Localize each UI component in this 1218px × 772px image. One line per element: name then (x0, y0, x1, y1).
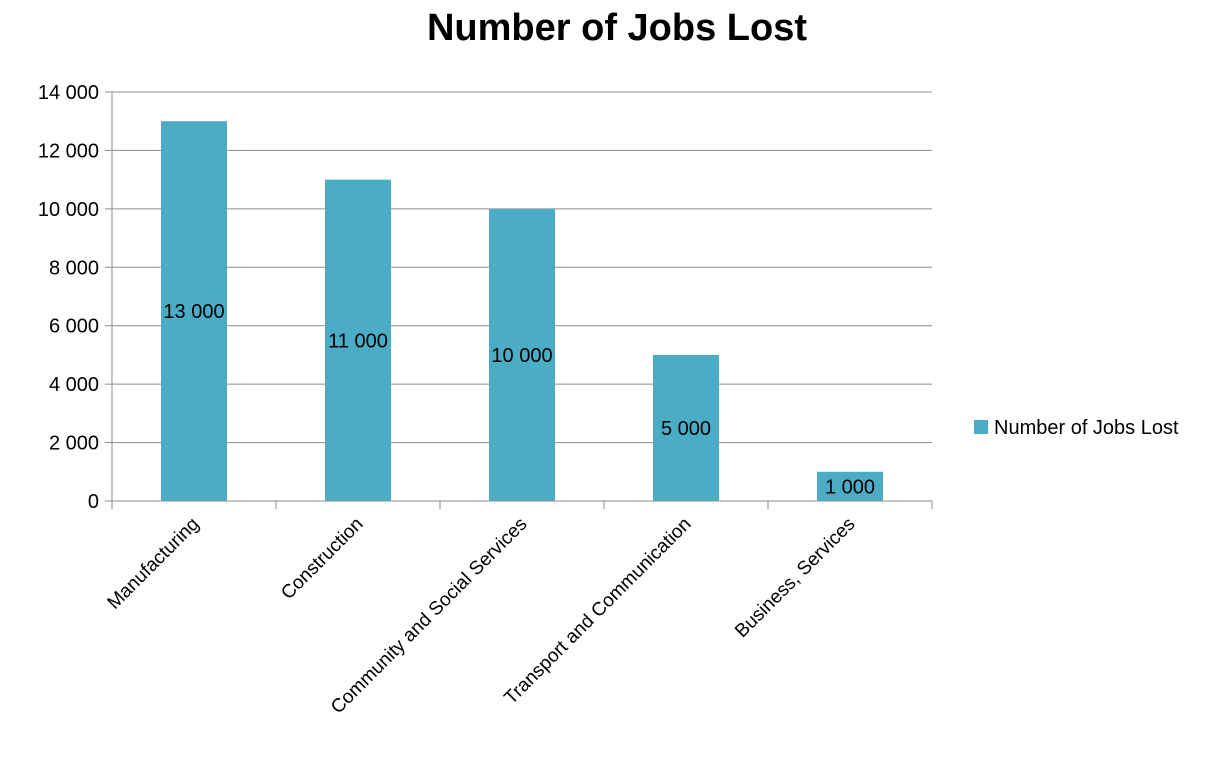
y-tick-label: 2 000 (49, 433, 99, 455)
y-tick-label: 4 000 (49, 374, 99, 396)
x-tick-label: Business, Services (731, 514, 859, 642)
y-tick-label: 14 000 (38, 82, 99, 104)
bar (489, 208, 555, 501)
y-tick-label: 8 000 (49, 257, 99, 279)
y-tick-label: 6 000 (49, 316, 99, 338)
data-labels: 13 000 11 000 10 000 5 000 1 000 (163, 301, 875, 498)
x-tick-label: Construction (277, 514, 367, 604)
data-label: 1 000 (825, 476, 875, 498)
y-tick-label: 10 000 (38, 199, 99, 221)
bar (653, 354, 719, 501)
x-tick-label: Transport and Communication (500, 514, 695, 709)
bars (161, 121, 883, 501)
data-label: 5 000 (661, 418, 711, 440)
bar (325, 179, 391, 501)
bar (161, 121, 227, 501)
data-label: 11 000 (328, 330, 388, 352)
y-tick-label: 12 000 (38, 140, 99, 162)
data-label: 13 000 (163, 301, 224, 323)
data-label: 10 000 (491, 345, 552, 367)
legend: Number of Jobs Lost (974, 417, 1179, 439)
x-tick-label: Community and Social Services (327, 514, 532, 719)
bar (817, 471, 883, 501)
y-tick-label: 0 (88, 491, 99, 513)
x-tick-label: Manufacturing (104, 514, 204, 614)
chart-title: Number of Jobs Lost (427, 7, 807, 49)
legend-swatch (974, 420, 988, 434)
legend-label: Number of Jobs Lost (994, 417, 1179, 439)
